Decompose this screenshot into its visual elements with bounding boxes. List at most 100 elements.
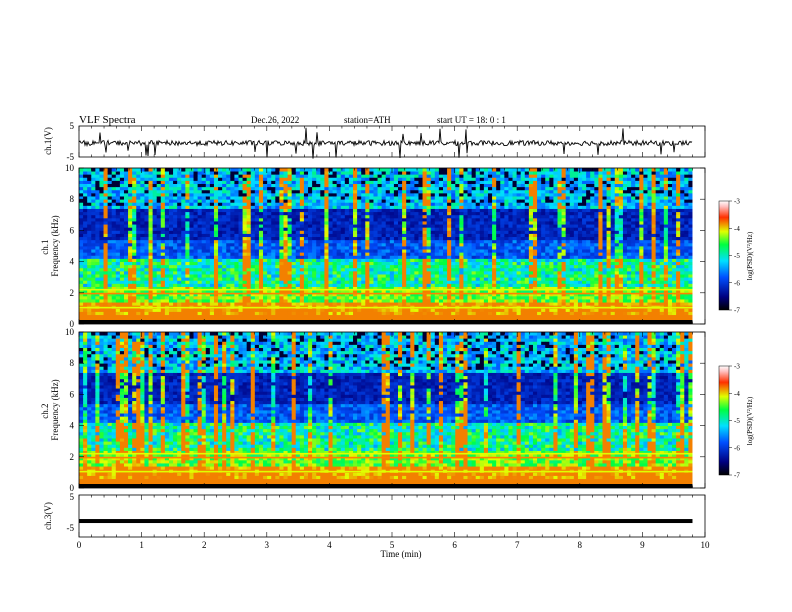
spectrogram-cell [148,308,154,312]
spectrogram-cell [258,274,264,278]
spectrogram-cell [381,267,387,272]
spectrogram-cell [95,249,100,253]
spectrogram-cell [152,239,158,244]
spectrogram-cell [410,264,415,269]
spectrogram-cell [471,286,477,291]
spectrogram-cell [381,171,387,175]
spectrogram-cell [373,180,378,184]
spectrogram-cell [291,177,297,181]
spectrogram-cell [430,261,436,266]
spectrogram-cell [181,192,186,197]
spectrogram-cell [398,196,403,200]
spectrogram-cell [271,186,276,191]
spectrogram-cell [353,308,358,312]
spectrogram-cell [205,289,211,294]
spectrogram-cell [185,252,190,256]
spectrogram-cell [422,311,428,316]
spectrogram-cell [353,217,358,222]
spectrogram-cell [295,221,301,225]
spectrogram-cell [168,202,174,206]
spectrogram-cell [447,289,452,294]
spectrogram-cell [267,177,272,181]
spectrogram-cell [87,314,92,319]
spectrogram-cell [385,186,391,191]
spectrogram-cell [226,292,231,297]
spectrogram-cell [455,242,460,247]
spectrogram-cell [156,308,162,312]
spectrogram-cell [132,308,137,312]
spectrogram-cell [455,295,460,300]
spectrogram-cell [271,302,276,306]
spectrogram-cell [226,224,231,228]
spectrogram-cell [189,199,194,203]
spectrogram-cell [197,186,203,191]
spectrogram-cell [230,186,235,191]
spectrogram-cell [123,192,129,197]
spectrogram-cell [316,236,321,241]
spectrogram-cell [418,283,423,287]
spectrogram-cell [316,189,321,194]
spectrogram-cell [361,168,366,172]
spectrogram-cell [263,186,268,191]
spectrogram-cell [275,317,280,322]
spectrogram-cell [475,277,481,281]
spectrogram-cell [430,264,436,269]
spectrogram-cell [377,168,383,172]
spectrogram-cell [242,224,248,228]
spectrogram-cell [410,177,415,181]
spectrogram-cell [79,177,84,181]
spectrogram-cell [475,295,481,300]
spectrogram-cell [156,168,162,172]
spectrogram-cell [128,180,133,184]
spectrogram-cell [385,277,391,281]
spectrogram-cell [201,174,207,178]
spectrogram-cell [365,295,370,300]
spectrogram-cell [271,192,276,197]
spectrogram-cell [193,311,199,316]
spectrogram-cell [443,208,448,213]
spectrogram-cell [402,196,407,200]
spectrogram-cell [156,292,162,297]
spectrogram-cell [156,295,162,300]
spectrogram-cell [119,242,125,247]
spectrogram-cell [418,280,423,284]
spectrogram-cell [344,186,350,191]
spectrogram-cell [201,286,207,291]
spectrogram-cell [115,221,121,225]
spectrogram-cell [414,286,419,291]
spectrogram-cell [173,308,178,312]
spectrogram-cell [275,202,280,206]
spectrogram-cell [316,205,321,209]
spectrogram-cell [164,314,170,319]
spectrogram-cell [406,267,411,272]
spectrogram-cell [119,192,125,197]
spectrogram-cell [312,267,317,272]
spectrogram-cell [91,168,96,172]
spectrogram-cell [87,267,92,272]
spectrogram-cell [201,249,207,253]
spectrogram-cell [83,211,88,216]
spectrogram-cell [340,299,346,303]
spectrogram-cell [132,239,137,244]
spectrogram-cell [136,289,141,294]
spectrogram-cell [312,189,317,194]
spectrogram-cell [107,236,113,241]
spectrogram-cell [451,168,456,172]
spectrogram-cell [475,314,481,319]
spectrogram-cell [393,274,399,278]
spectrogram-cell [291,214,297,219]
spectrogram-cell [426,280,432,284]
spectrogram-cell [291,264,297,269]
spectrogram-cell [177,186,182,191]
spectrogram-cell [283,174,288,178]
spectrogram-cell [193,224,199,228]
spectrogram-cell [95,308,100,312]
spectrogram-cell [79,202,84,206]
spectrogram-cell [295,196,301,200]
spectrogram-cell [91,252,96,256]
spectrogram-cell [193,308,199,312]
spectrogram-cell [201,189,207,194]
spectrogram-cell [303,211,309,216]
spectrogram-cell [275,314,280,319]
spectrogram-cell [168,236,174,241]
